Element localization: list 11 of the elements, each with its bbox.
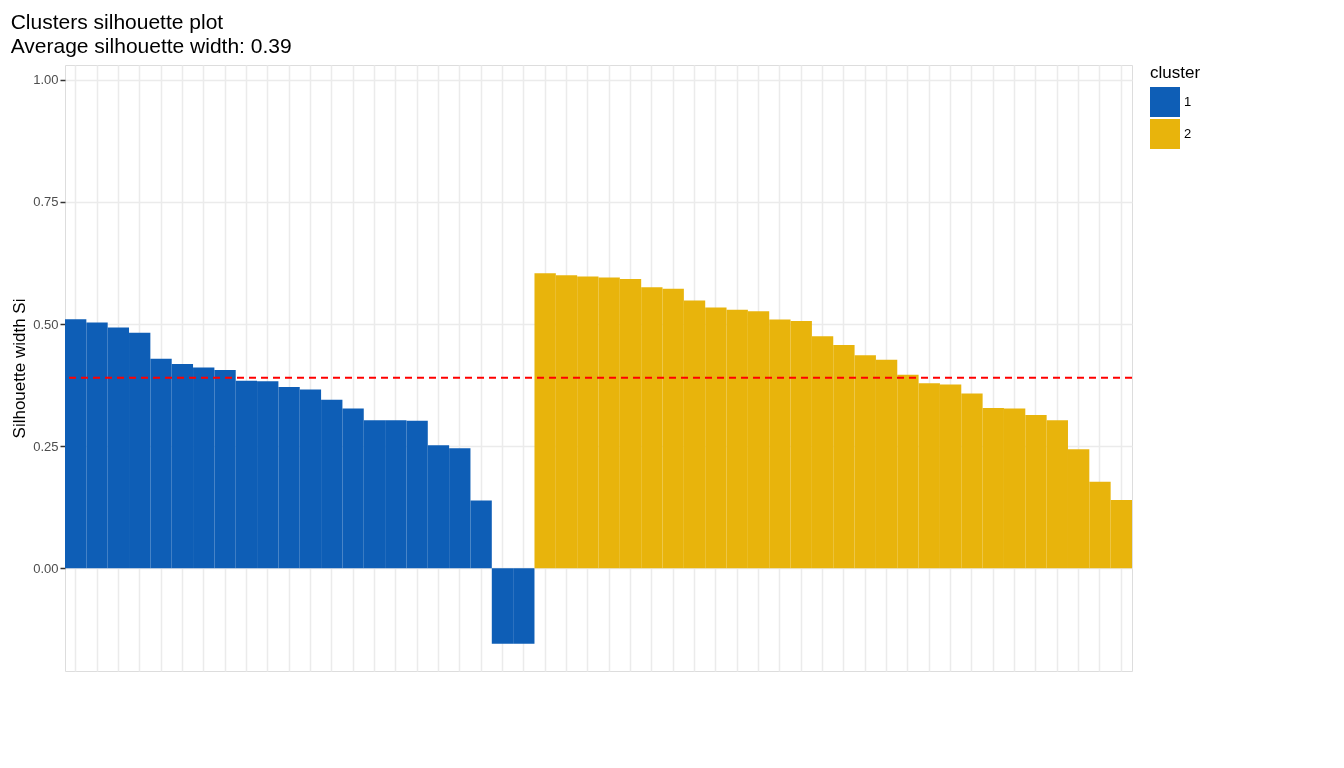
y-axis-title: Silhouette width Si <box>10 298 30 439</box>
legend-title: cluster <box>1150 63 1201 82</box>
y-tick-label: 0.50 <box>33 316 59 332</box>
y-tick-label: 1.00 <box>33 72 59 88</box>
chart-subtitle: Average silhouette width: 0.39 <box>10 34 292 57</box>
legend-label: 1 <box>1184 94 1192 109</box>
legend-label: 2 <box>1184 126 1192 141</box>
chart-title: Clusters silhouette plot <box>10 10 224 33</box>
y-tick-label: 0.00 <box>33 560 59 576</box>
y-tick-label: 0.75 <box>33 194 59 210</box>
y-tick-label: 0.25 <box>33 438 59 454</box>
